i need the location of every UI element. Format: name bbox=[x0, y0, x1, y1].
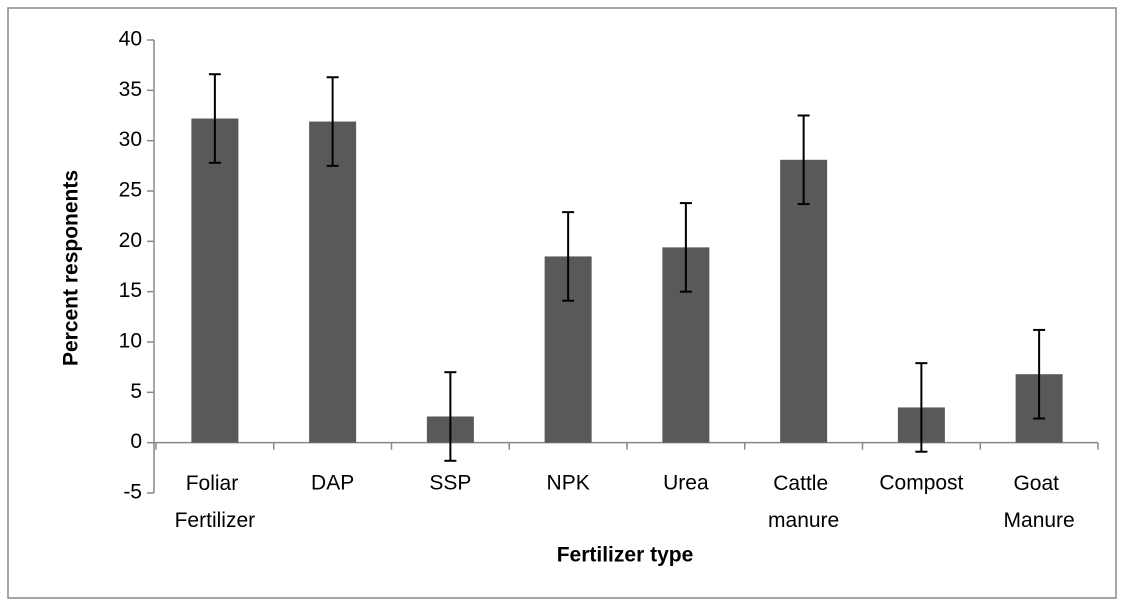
y-tick-label: -5 bbox=[123, 481, 142, 504]
x-tick-label: SSP bbox=[429, 472, 471, 495]
error-bar bbox=[444, 371, 457, 462]
x-tick-label: DAP bbox=[311, 472, 354, 495]
error-bar bbox=[915, 362, 928, 453]
y-axis-title: Percent responents bbox=[60, 170, 83, 366]
x-tick-label: Urea bbox=[663, 472, 709, 495]
error-bar bbox=[679, 202, 692, 293]
error-bar bbox=[326, 76, 339, 167]
error-bar bbox=[797, 114, 810, 206]
y-tick-label: 35 bbox=[119, 78, 142, 101]
x-tick-label: Foliar Fertilizer bbox=[175, 472, 256, 532]
x-tick-label: NPK bbox=[547, 472, 590, 495]
y-tick-label: 0 bbox=[130, 430, 142, 453]
y-tick-label: 15 bbox=[119, 279, 142, 302]
x-axis-title: Fertilizer type bbox=[557, 544, 694, 567]
y-tick-label: 5 bbox=[130, 380, 142, 403]
y-tick-label: 20 bbox=[119, 229, 142, 252]
y-tick-label: 10 bbox=[119, 330, 142, 353]
x-tick-label: Cattle manure bbox=[768, 472, 839, 532]
x-tick-label: Compost bbox=[879, 472, 963, 495]
y-tick-label: 25 bbox=[119, 179, 142, 202]
y-tick-label: 40 bbox=[119, 28, 142, 51]
bar bbox=[191, 118, 239, 443]
bar bbox=[309, 121, 357, 443]
x-tick-label: Goat Manure bbox=[1004, 472, 1075, 532]
error-bar bbox=[1033, 328, 1046, 420]
error-bar bbox=[562, 211, 575, 302]
y-tick-label: 30 bbox=[119, 128, 142, 151]
bar bbox=[780, 159, 828, 443]
error-bar bbox=[208, 73, 221, 164]
